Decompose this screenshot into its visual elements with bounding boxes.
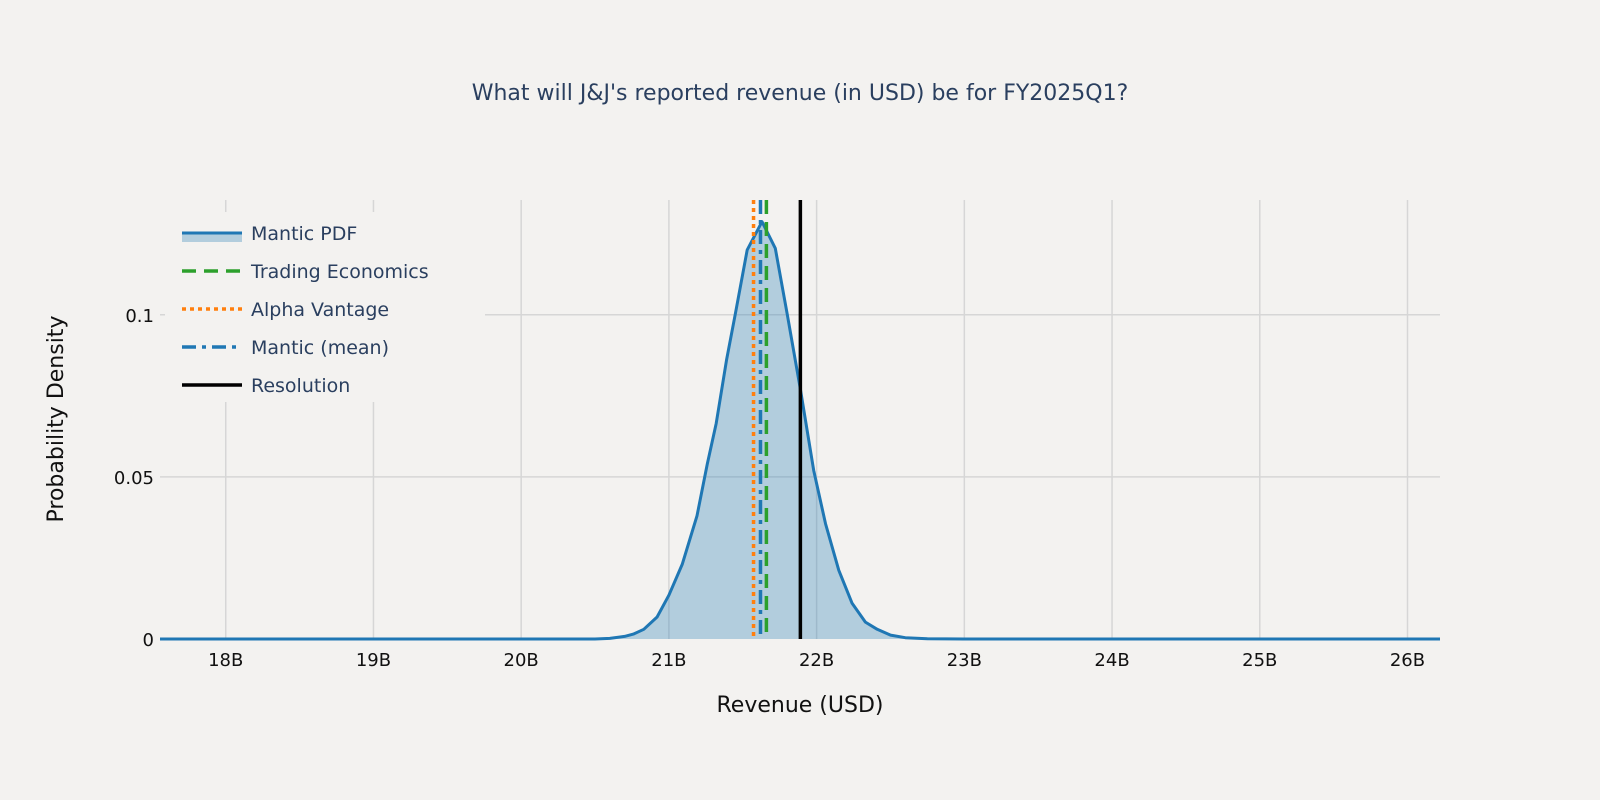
x-tick-label: 20B [504, 650, 539, 671]
chart-title: What will J&J's reported revenue (in USD… [472, 81, 1129, 106]
x-tick-label: 24B [1094, 650, 1129, 671]
x-tick-label: 26B [1390, 650, 1425, 671]
y-tick-label: 0 [143, 630, 154, 651]
plot-area[interactable] [160, 200, 1440, 641]
legend-label: Mantic PDF [251, 223, 357, 245]
legend-label: Resolution [251, 375, 350, 397]
x-tick-label: 18B [208, 650, 243, 671]
legend-item[interactable]: Alpha Vantage [182, 299, 389, 321]
y-tick-label: 0.1 [125, 306, 154, 327]
legend[interactable]: Mantic PDF Trading Economics Alpha Vantage… [165, 212, 485, 402]
legend-swatch [182, 233, 242, 242]
legend-label: Alpha Vantage [251, 299, 389, 321]
y-tick-label: 0.05 [114, 468, 154, 489]
x-tick-label: 21B [651, 650, 686, 671]
legend-item[interactable]: Mantic PDF [182, 223, 357, 245]
x-axis-label: Revenue (USD) [717, 693, 884, 718]
x-tick-label: 22B [799, 650, 834, 671]
legend-background [165, 212, 485, 402]
legend-item[interactable]: Resolution [182, 375, 350, 397]
y-axis-label: Probability Density [44, 316, 69, 523]
x-tick-label: 23B [947, 650, 982, 671]
x-tick-label: 25B [1242, 650, 1277, 671]
legend-label: Trading Economics [250, 261, 429, 283]
tick-labels: 18B 19B 20B 21B 22B 23B 24B 25B 26B 0 0.05 0.1 [114, 306, 1425, 671]
x-tick-label: 19B [356, 650, 391, 671]
legend-label: Mantic (mean) [251, 337, 389, 359]
legend-item[interactable]: Mantic (mean) [182, 337, 389, 359]
legend-item[interactable]: Trading Economics [182, 261, 429, 283]
